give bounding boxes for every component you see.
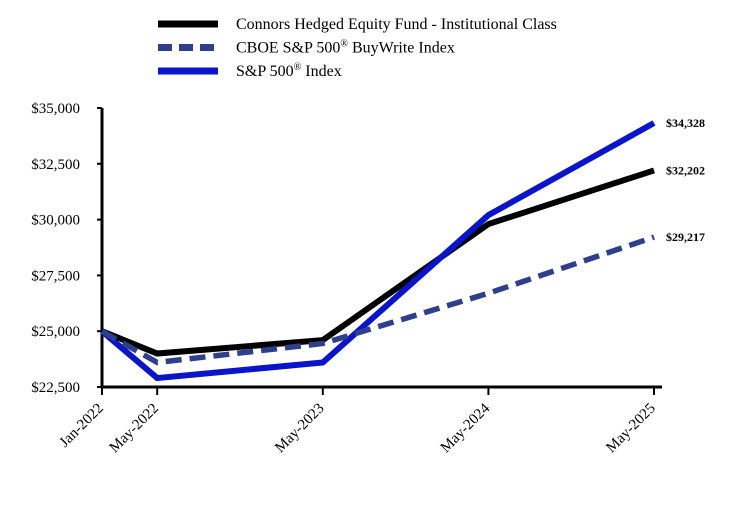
legend: Connors Hedged Equity Fund - Institution…: [158, 16, 557, 80]
end-label-2: $34,328: [666, 116, 705, 130]
legend-label-0: Connors Hedged Equity Fund - Institution…: [236, 16, 557, 33]
y-tick-label: $35,000: [31, 101, 80, 117]
y-tick-label: $22,500: [31, 380, 80, 396]
end-label-0: $32,202: [666, 163, 705, 177]
series-layer: [100, 120, 656, 382]
y-tick-label: $27,500: [31, 268, 80, 284]
x-tick-label: May-2025: [603, 401, 659, 457]
legend-label-2: S&P 500® Index: [236, 62, 342, 80]
axes: $22,500 $25,000 $27,500 $30,000 $32,500 $35,0…: [31, 101, 662, 456]
x-tick-label: May-2023: [272, 401, 328, 457]
y-tick-label: $25,000: [31, 324, 80, 340]
x-tick-label: May-2024: [438, 400, 494, 456]
series-line-1: [100, 234, 655, 366]
x-tick-label: Jan-2022: [57, 401, 107, 451]
x-tick-label: May-2022: [107, 401, 163, 457]
legend-label-1: CBOE S&P 500® BuyWrite Index: [236, 39, 455, 57]
y-tick-label: $30,000: [31, 213, 80, 229]
y-tick-label: $32,500: [31, 157, 80, 173]
series-line-2: [100, 120, 656, 382]
end-labels: $32,202 $29,217 $34,328: [666, 116, 705, 244]
end-label-1: $29,217: [666, 230, 705, 244]
series-line-0: [100, 167, 655, 357]
